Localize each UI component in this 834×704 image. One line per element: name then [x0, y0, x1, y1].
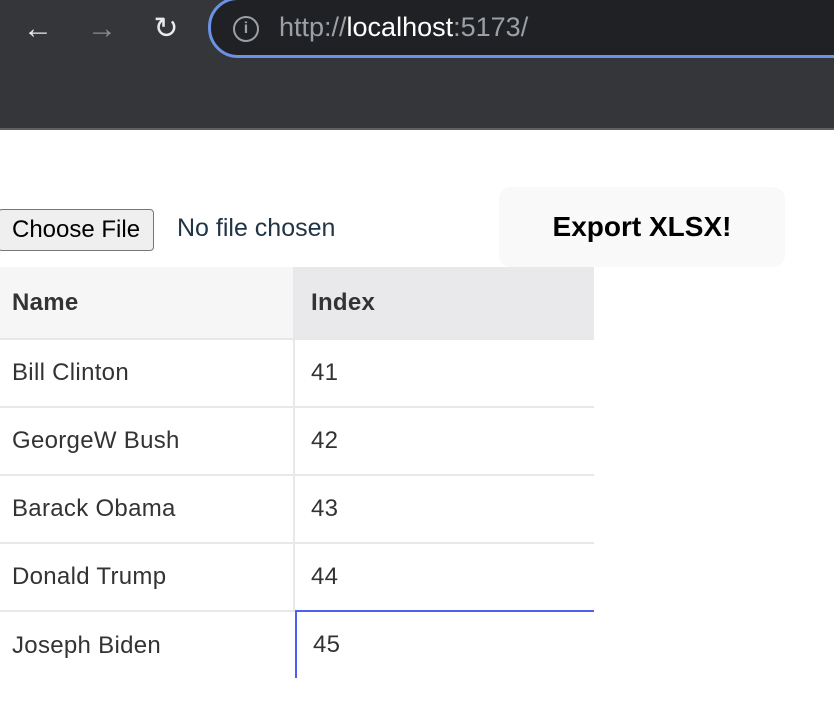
reload-icon[interactable]: ↻ [153, 12, 179, 45]
info-icon[interactable]: i [233, 16, 259, 42]
forward-arrow-icon[interactable]: → [87, 12, 117, 45]
table-row: Joseph Biden 45 [0, 610, 594, 680]
index-cell[interactable]: 41 [311, 359, 339, 386]
file-status: No file chosen [177, 214, 336, 242]
table-row: Donald Trump 44 [0, 544, 594, 612]
index-cell[interactable]: 42 [311, 427, 339, 454]
index-cell[interactable]: 44 [311, 563, 339, 590]
name-cell[interactable]: Donald Trump [0, 544, 295, 610]
header-row: Name Index [0, 267, 594, 340]
address-bar[interactable]: i http://localhost:5173/ [208, 0, 834, 58]
table-row: Barack Obama 43 [0, 476, 594, 544]
name-cell[interactable]: GeorgeW Bush [0, 408, 295, 474]
table-row: Bill Clinton 41 [0, 340, 594, 408]
choose-file-button[interactable]: Choose File [0, 209, 155, 251]
export-xlsx-button[interactable]: Export XLSX! [499, 187, 785, 267]
back-arrow-icon[interactable]: ← [23, 12, 53, 45]
name-cell[interactable]: Bill Clinton [0, 340, 295, 406]
column-header-name[interactable]: Name [0, 267, 295, 338]
column-header-index[interactable]: Index [295, 267, 594, 338]
data-grid: Name Index Bill Clinton 41 GeorgeW Bush … [0, 267, 594, 680]
browser-toolbar: ← → ↻ i http://localhost:5173/ [0, 0, 834, 130]
index-cell[interactable]: 43 [311, 495, 339, 522]
name-cell[interactable]: Barack Obama [0, 476, 295, 542]
table-row: GeorgeW Bush 42 [0, 408, 594, 476]
url-text: http://localhost:5173/ [279, 12, 529, 42]
name-cell[interactable]: Joseph Biden [12, 632, 162, 659]
index-cell-selected[interactable]: 45 [295, 610, 594, 678]
